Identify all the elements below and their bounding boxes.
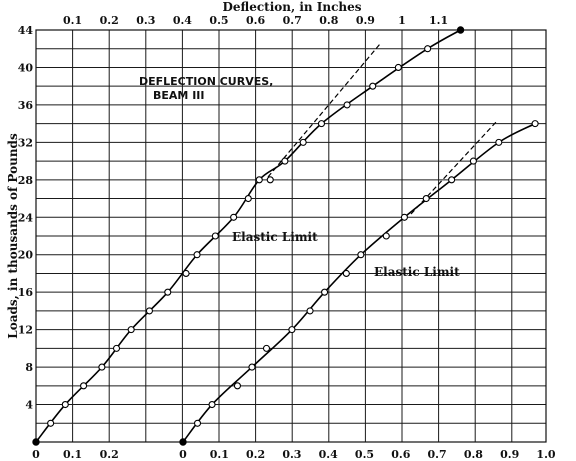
series-1-point: [343, 101, 351, 109]
bottom-tick-label-right: 0.5: [355, 448, 374, 461]
series-2-point: [382, 232, 390, 240]
series-2-point: [448, 176, 456, 184]
tangent-line-1: [267, 43, 381, 178]
series-2-point: [233, 382, 241, 390]
series-1-point: [317, 120, 326, 128]
y-tick-label: 4: [25, 399, 33, 412]
series-1-point: [32, 438, 40, 446]
series-1-point: [244, 194, 252, 203]
top-tick-label: 1.1: [429, 14, 448, 27]
series-2-point: [422, 194, 430, 203]
y-tick-label: 20: [18, 249, 34, 262]
y-tick-label: 24: [18, 211, 34, 224]
series-1-point: [145, 307, 154, 315]
series-2-point: [469, 157, 477, 165]
bottom-tick-label-right: 1.0: [536, 448, 555, 461]
bottom-tick-label-right: 0.7: [428, 448, 447, 461]
tangent-line-2: [410, 120, 498, 215]
series-1-point: [193, 251, 201, 259]
series-2-point: [288, 326, 296, 334]
series-1-point: [255, 176, 263, 184]
top-tick-label: 0.8: [319, 14, 338, 27]
series-1-point: [98, 363, 106, 371]
series-1-point: [394, 63, 402, 72]
series-1-point: [424, 45, 432, 53]
series-1-point: [211, 232, 219, 240]
series-2-point: [179, 438, 187, 446]
y-tick-label: 16: [18, 286, 34, 299]
bottom-tick-label-right: 0: [179, 448, 187, 461]
series-1-point: [299, 138, 307, 146]
y-tick-label: 44: [18, 24, 34, 37]
series-1-point: [182, 269, 190, 278]
annotation-elastic-limit-1: Elastic Limit: [232, 230, 318, 244]
y-tick-label: 28: [18, 174, 34, 187]
series-1-point: [61, 400, 69, 409]
series-1-point: [230, 213, 238, 221]
bottom-tick-label-right: 0.9: [500, 448, 519, 461]
series-2-point: [262, 344, 271, 352]
bottom-tick-label-right: 0.2: [246, 448, 265, 461]
y-tick-label: 12: [18, 324, 33, 337]
top-tick-label: 1: [398, 14, 406, 27]
top-tick-label: 0.2: [100, 14, 119, 27]
top-tick-label: 0.6: [246, 14, 265, 27]
series-1-point: [164, 288, 172, 296]
series-1-point: [112, 344, 121, 352]
series-1-point: [369, 82, 377, 90]
data-marks: [32, 26, 539, 446]
bottom-tick-label-right: 0.8: [464, 448, 483, 461]
bottom-tick-label-right: 0.1: [210, 448, 229, 461]
bottom-tick-label-right: 0.3: [282, 448, 301, 461]
plot-frame: [35, 29, 547, 443]
top-tick-label: 0.5: [209, 14, 228, 27]
series-2-point: [495, 138, 503, 146]
series-1-point: [281, 157, 289, 165]
series-1-point: [127, 326, 135, 334]
series-1-point: [47, 419, 55, 427]
series-2-point: [357, 251, 365, 259]
series-1-point: [456, 26, 465, 34]
series-1-point: [266, 176, 274, 184]
bottom-tick-label-right: 0.4: [319, 448, 338, 461]
top-tick-label: 0.4: [173, 14, 192, 27]
bottom-tick-label-left: 0.2: [100, 448, 119, 461]
top-axis-title: Deflection, in Inches: [222, 0, 361, 14]
series-2-point: [306, 307, 314, 315]
tick-labels: 4 8 12 16 20 24 28 32 36 40 44 0.1 0.2 0.3 0.4 0.5 0.6 0.…: [18, 14, 556, 461]
annotation-title-line1: DEFLECTION CURVES,: [139, 75, 273, 88]
series-2-point: [400, 213, 408, 221]
bottom-tick-label-right: 0.6: [391, 448, 410, 461]
bottom-tick-label-left: 0.1: [63, 448, 82, 461]
series-2-point: [531, 120, 539, 128]
top-tick-label: 0.9: [356, 14, 375, 27]
series-2-point: [193, 419, 202, 427]
y-tick-label: 40: [18, 61, 34, 74]
y-tick-label: 36: [18, 99, 34, 112]
series-2-point: [248, 363, 256, 371]
bottom-tick-label-left: 0: [32, 448, 40, 461]
series-2-point: [321, 288, 329, 296]
annotation-elastic-limit-2: Elastic Limit: [374, 265, 460, 279]
top-tick-label: 0.3: [136, 14, 155, 27]
series-2-point: [342, 269, 350, 278]
y-tick-label: 32: [18, 136, 33, 149]
y-axis-title: Loads, in thousands of Pounds: [6, 133, 20, 339]
series-1-point: [80, 382, 88, 390]
y-tick-label: 8: [25, 361, 33, 374]
series-2-point: [208, 400, 216, 409]
series-2-curve: [182, 122, 536, 443]
top-tick-label: 0.1: [63, 14, 82, 27]
annotation-title-line2: BEAM III: [153, 89, 204, 102]
grid-lines: [36, 30, 546, 442]
top-tick-label: 0.7: [283, 14, 302, 27]
